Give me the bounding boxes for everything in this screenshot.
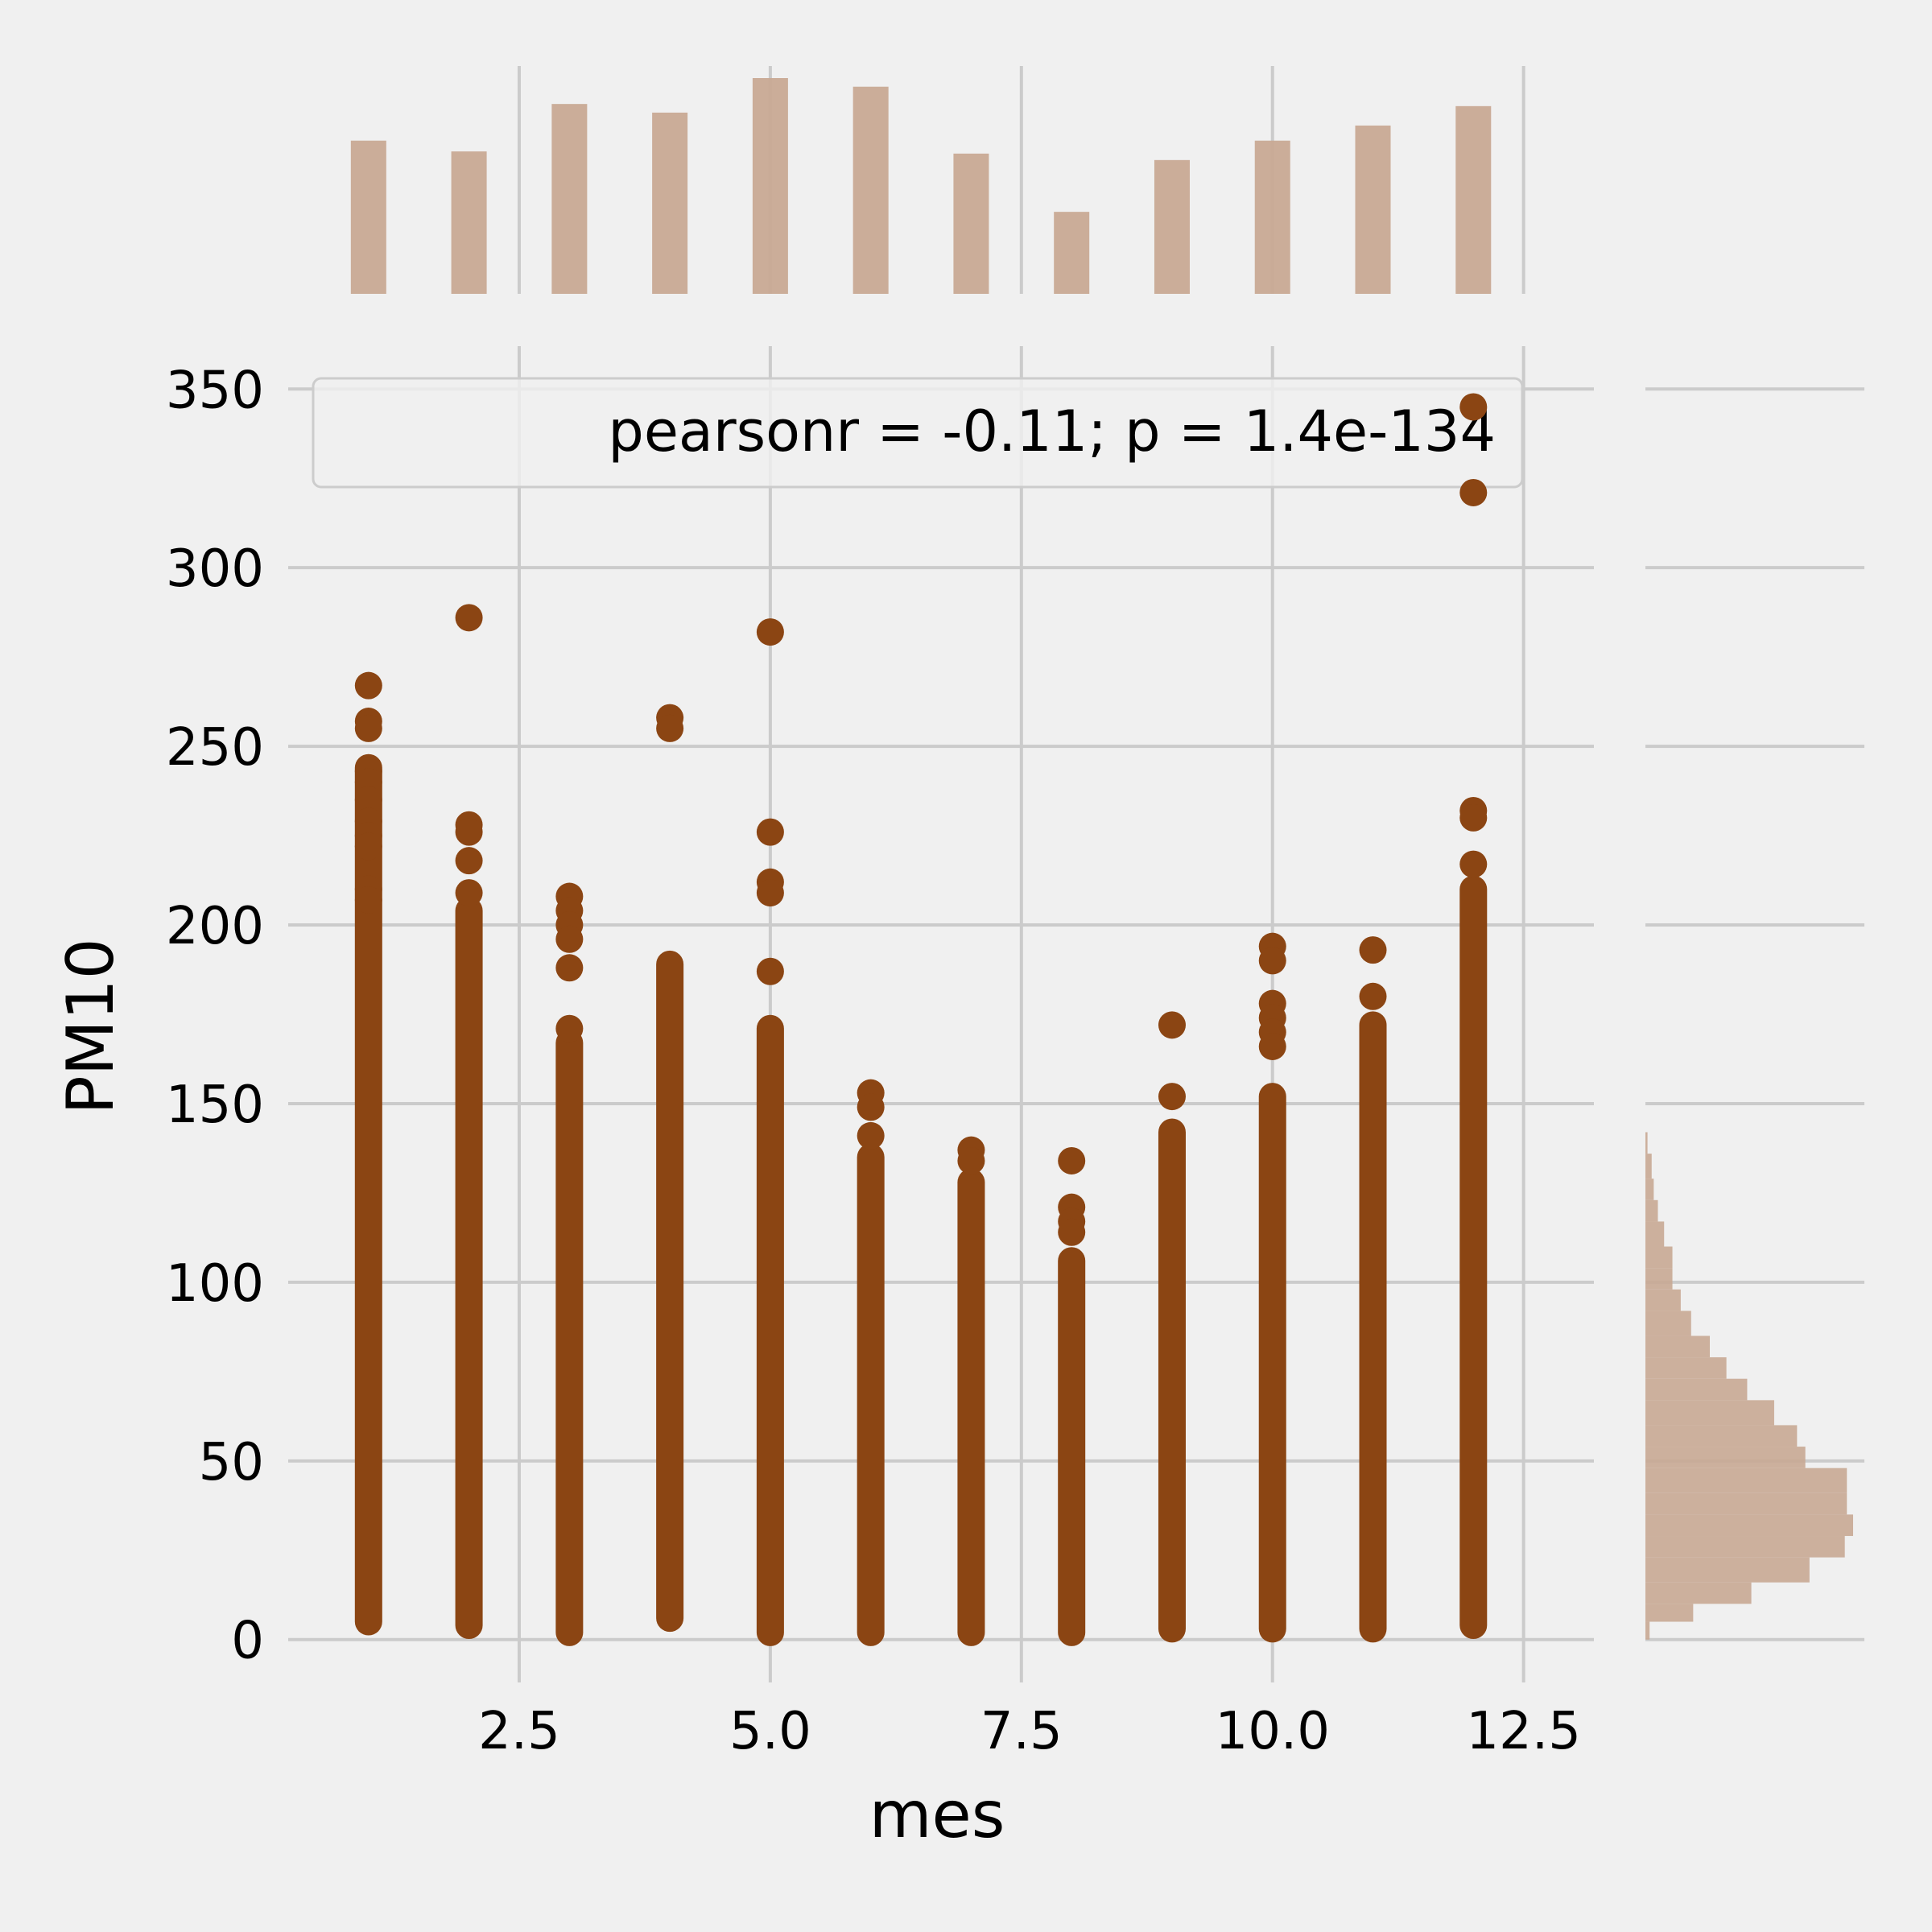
top-marginal-bar (551, 104, 588, 294)
top-marginal-bar (953, 153, 989, 294)
right-marginal-bar (1645, 1199, 1658, 1222)
scatter-point (455, 604, 483, 632)
right-marginal-bar (1645, 1132, 1648, 1154)
scatter-point (1258, 1032, 1286, 1060)
top-marginal-bar (1355, 125, 1391, 294)
y-tick-label: 350 (166, 361, 264, 420)
legend-box: pearsonr = -0.11; p = 1.4e-134 (312, 377, 1524, 489)
x-tick-label: 5.0 (729, 1702, 811, 1761)
scatter-point (1058, 1146, 1086, 1174)
x-axis-label: mes (869, 1777, 1005, 1852)
right-marginal-bar (1645, 1400, 1774, 1426)
y-tick-label: 50 (199, 1433, 264, 1492)
scatter-point (1359, 982, 1387, 1010)
scatter-point (455, 818, 483, 846)
scatter-point (354, 786, 382, 814)
scatter-point (756, 879, 784, 907)
scatter-point (555, 1014, 584, 1042)
x-tick-labels: 2.5 5.0 7.5 10.0 12.5 (478, 1702, 1581, 1761)
right-marginal-bar (1645, 1447, 1806, 1468)
right-marginal-bar (1645, 1154, 1652, 1179)
top-marginal-bar (1455, 105, 1492, 294)
y-tick-label: 250 (166, 718, 264, 778)
right-marginal-bar (1645, 1221, 1665, 1247)
top-marginal-bar (451, 151, 487, 294)
scatter-point (857, 1093, 885, 1121)
y-tick-label: 300 (166, 539, 264, 599)
top-marginal-bar (652, 112, 688, 294)
scatter-point (1158, 1011, 1186, 1039)
x-tick-label: 10.0 (1215, 1702, 1330, 1761)
legend-frame (312, 377, 1524, 489)
top-marginal-bar (1154, 159, 1190, 294)
scatter-point (1158, 1083, 1186, 1111)
right-marginal-bar (1645, 1425, 1798, 1447)
scatter-point (857, 1121, 885, 1150)
scatter-point (756, 618, 784, 646)
scatter-point (957, 1146, 985, 1174)
scatter-point (1459, 478, 1488, 506)
scatter-point (354, 886, 382, 914)
right-marginal-bar (1645, 1378, 1748, 1401)
right-marginal-bar (1645, 1357, 1727, 1379)
scatter-point (756, 957, 784, 985)
right-marginal-bar (1645, 1268, 1673, 1290)
top-marginal-bar (1254, 140, 1290, 294)
y-tick-label: 200 (166, 897, 264, 956)
scatter-point (756, 818, 784, 846)
scatter-point (656, 714, 684, 742)
right-marginal-bar (1645, 1621, 1650, 1640)
scatter-point (354, 714, 382, 742)
top-marginal-bar (752, 78, 788, 294)
pearson-annotation: pearsonr = -0.11; p = 1.4e-134 (608, 398, 1496, 464)
top-marginal-histogram (350, 66, 1525, 294)
right-marginal-bar (1645, 1492, 1847, 1515)
top-marginal-bar (1054, 212, 1090, 294)
scatter-point (555, 925, 584, 953)
scatter-point (1058, 1218, 1086, 1246)
top-marginal-bar (350, 140, 386, 294)
right-marginal-bar (1645, 1514, 1853, 1537)
right-marginal-bar (1645, 1468, 1847, 1493)
x-tick-label: 7.5 (980, 1702, 1063, 1761)
scatter-point (1359, 936, 1387, 964)
y-tick-label: 0 (231, 1612, 264, 1671)
scatter-point (555, 954, 584, 982)
scatter-point (1459, 803, 1488, 832)
scatter-point (1258, 947, 1286, 975)
right-marginal-bar (1645, 1311, 1691, 1336)
right-marginal-bar (1645, 1604, 1694, 1622)
right-marginal-bar (1645, 1246, 1673, 1269)
scatter-point (455, 847, 483, 875)
right-marginal-bar (1645, 1289, 1681, 1311)
right-marginal-bar (1645, 1179, 1654, 1200)
y-tick-labels: 0 50 100 150 200 250 300 350 (166, 361, 264, 1670)
top-marginal-bar (852, 86, 889, 294)
right-marginal-bar (1645, 1536, 1845, 1558)
x-tick-label: 2.5 (478, 1702, 560, 1761)
right-marginal-bar (1645, 1557, 1810, 1583)
scatter-points (354, 393, 1488, 1646)
y-axis-label: PM10 (53, 938, 128, 1114)
right-marginal-histogram (1645, 387, 1864, 1641)
x-tick-label: 12.5 (1466, 1702, 1581, 1761)
scatter-point (1459, 393, 1488, 421)
right-marginal-bar (1645, 1582, 1752, 1604)
y-tick-label: 150 (166, 1075, 264, 1135)
scatter-point (1459, 850, 1488, 878)
right-marginal-bar (1645, 1335, 1710, 1358)
scatter-point (455, 879, 483, 907)
y-tick-label: 100 (166, 1254, 264, 1314)
scatter-point (354, 671, 382, 700)
scatter-point (354, 832, 382, 861)
